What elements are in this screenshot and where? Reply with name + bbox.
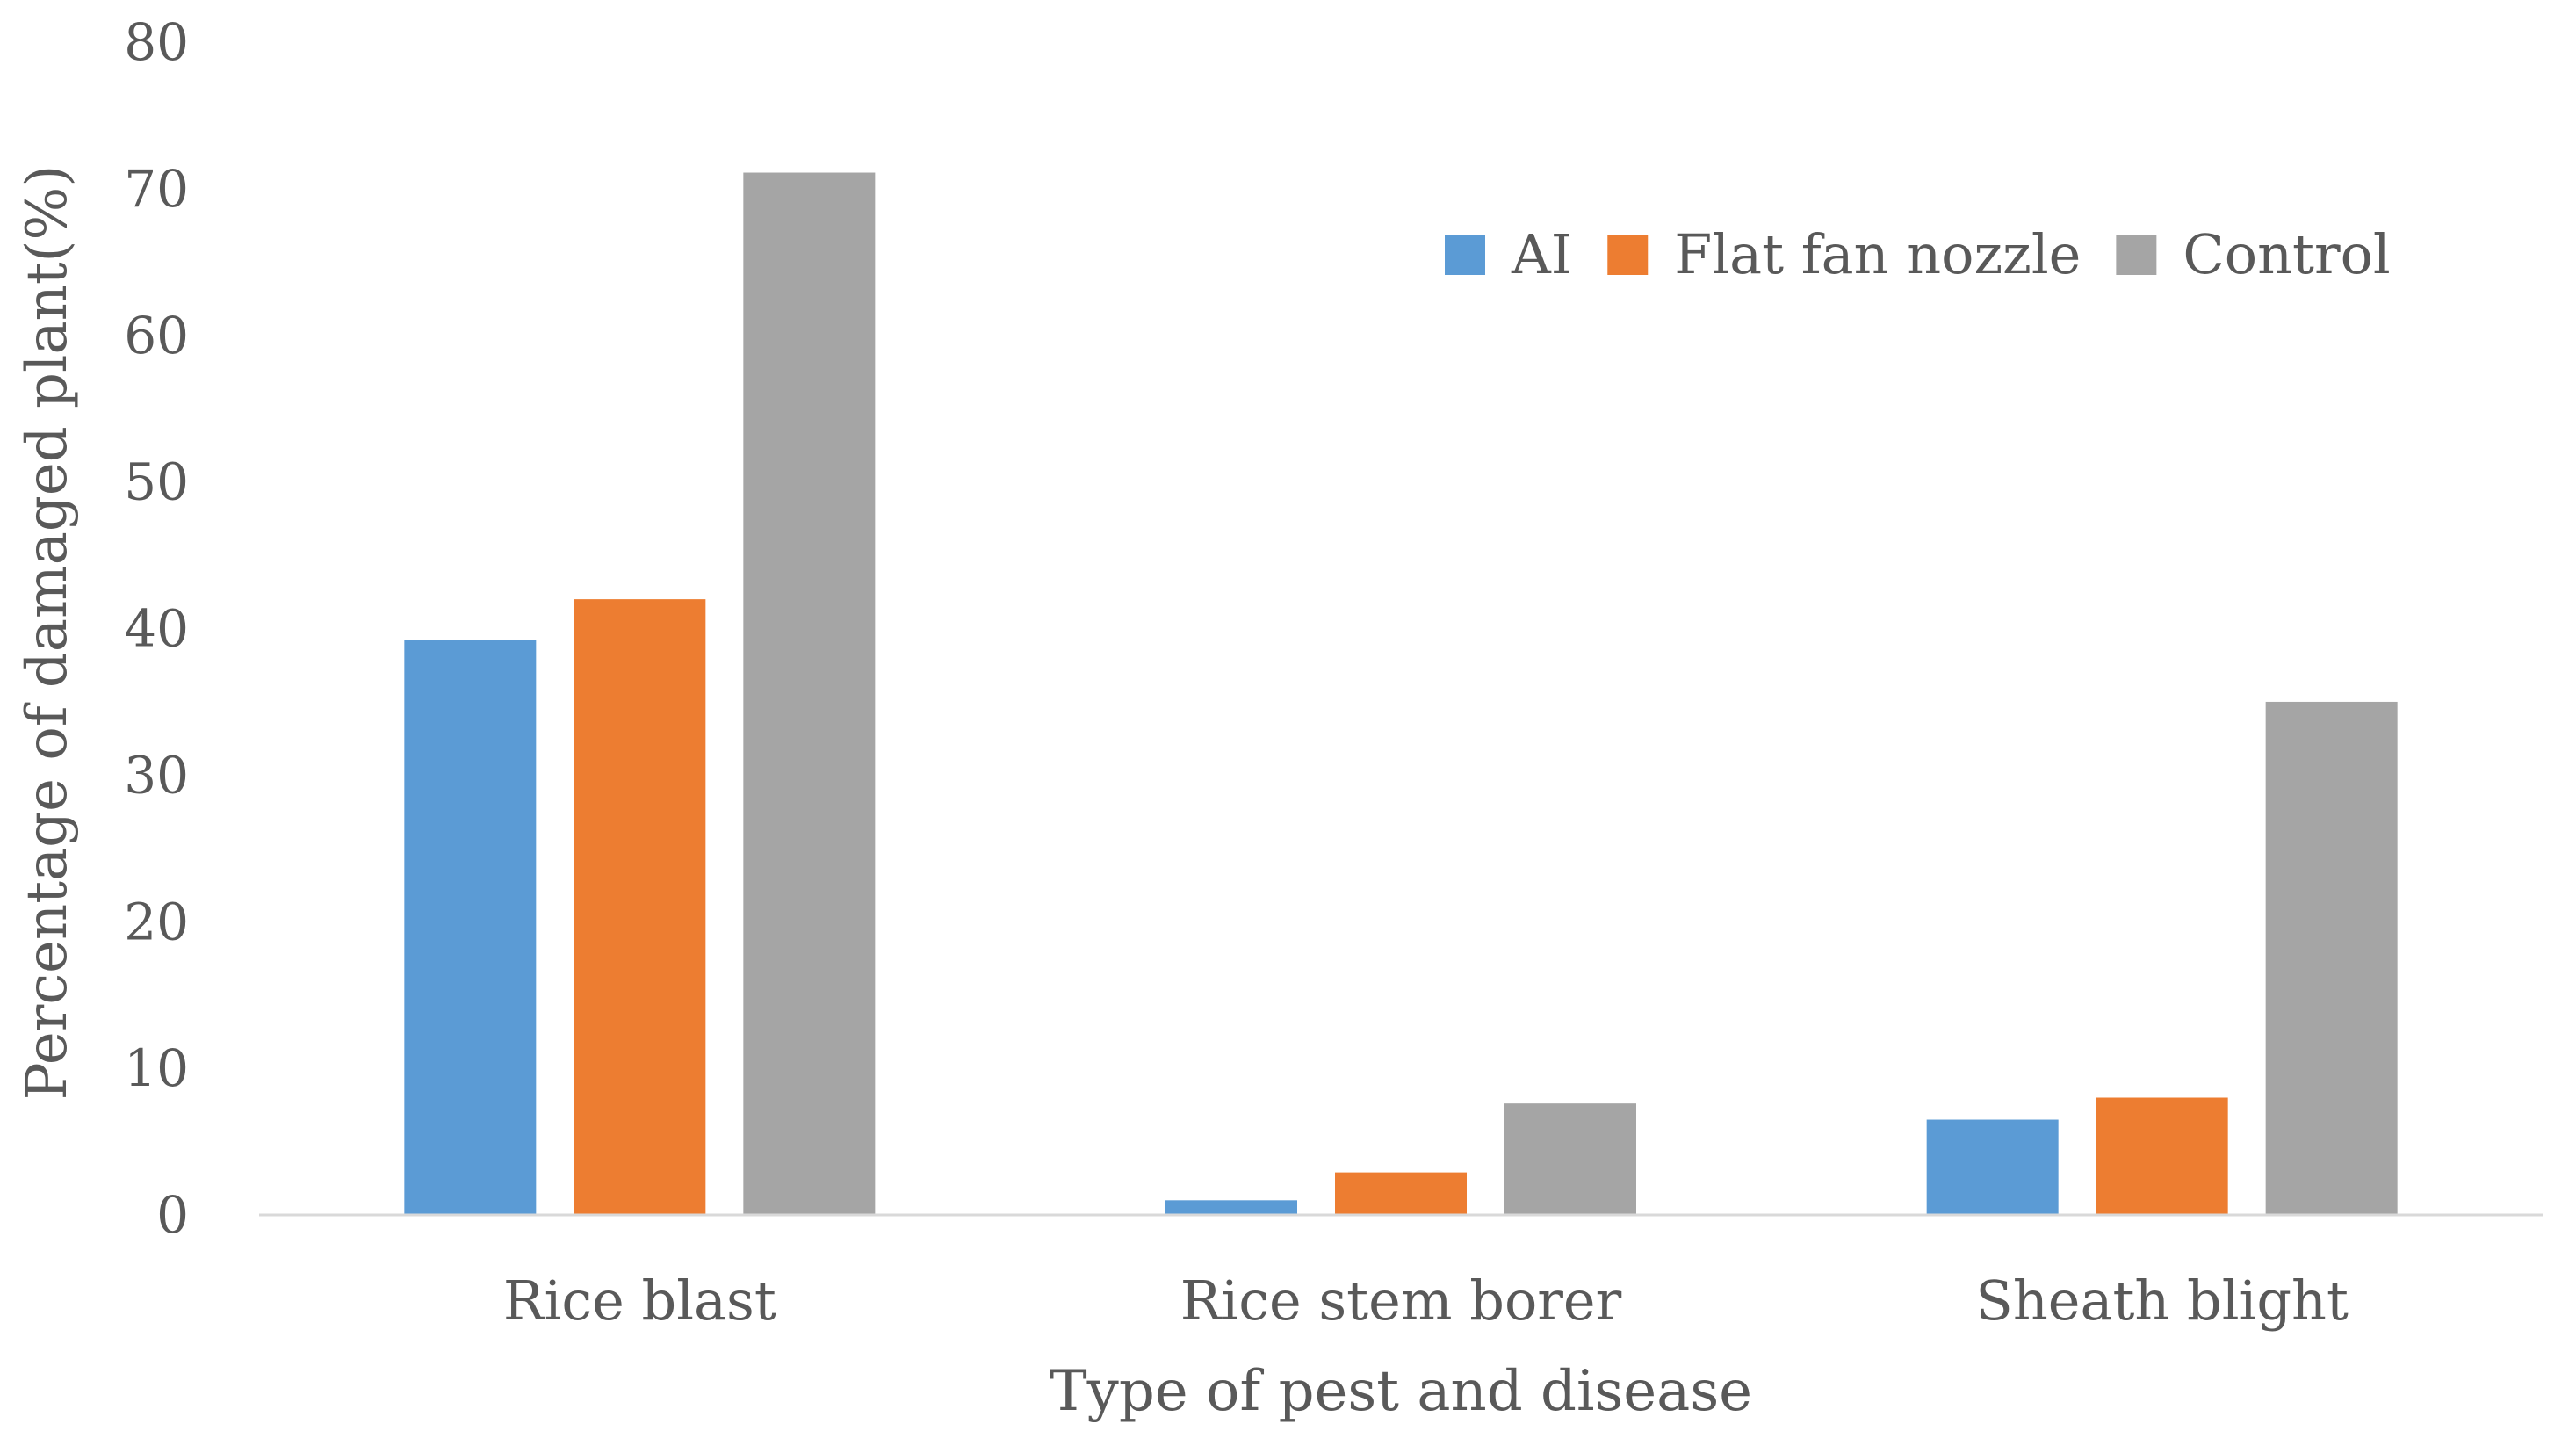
- legend-swatch: [1445, 235, 1485, 275]
- legend-swatch: [1607, 235, 1649, 275]
- y-tick-label: 50: [124, 452, 189, 512]
- bar-control-sheath-blight: [2265, 701, 2398, 1215]
- bar-flat-fan-nozzle-sheath-blight: [2096, 1097, 2228, 1215]
- bar-control-rice-stem-borer: [1504, 1103, 1636, 1215]
- x-axis-title: Type of pest and disease: [1050, 1359, 1752, 1424]
- x-axis-categories: Rice blast Rice stem borer Sheath blight: [503, 1269, 2349, 1333]
- legend-swatch: [2116, 235, 2157, 275]
- bar-ai-rice-blast: [404, 640, 537, 1215]
- x-category-label: Sheath blight: [1975, 1269, 2349, 1333]
- bar-ai-rice-stem-borer: [1165, 1200, 1297, 1215]
- y-tick-label: 40: [124, 599, 189, 659]
- y-tick-label: 10: [124, 1038, 189, 1098]
- y-tick-label: 0: [156, 1185, 189, 1245]
- y-tick-label: 30: [124, 745, 189, 805]
- bar-control-rice-blast: [743, 172, 876, 1215]
- legend-label: Control: [2183, 222, 2390, 286]
- y-tick-label: 70: [124, 159, 189, 219]
- legend-label: Flat fan nozzle: [1674, 222, 2081, 286]
- bar-flat-fan-nozzle-rice-blast: [574, 599, 706, 1215]
- y-axis-title: Percentage of damaged plant(%): [15, 165, 80, 1101]
- y-axis-ticks: 0 10 20 30 40 50 60 70 80: [124, 12, 189, 1245]
- y-tick-label: 80: [124, 12, 189, 72]
- x-category-label: Rice blast: [503, 1269, 776, 1333]
- y-tick-label: 20: [124, 892, 189, 951]
- bar-flat-fan-nozzle-rice-stem-borer: [1335, 1172, 1467, 1215]
- legend: AI Flat fan nozzle Control: [1445, 222, 2391, 286]
- bar-ai-sheath-blight: [1926, 1119, 2059, 1215]
- y-tick-label: 60: [124, 306, 189, 365]
- legend-label: AI: [1511, 222, 1572, 286]
- plot-bars: [404, 172, 2398, 1215]
- x-category-label: Rice stem borer: [1180, 1269, 1622, 1333]
